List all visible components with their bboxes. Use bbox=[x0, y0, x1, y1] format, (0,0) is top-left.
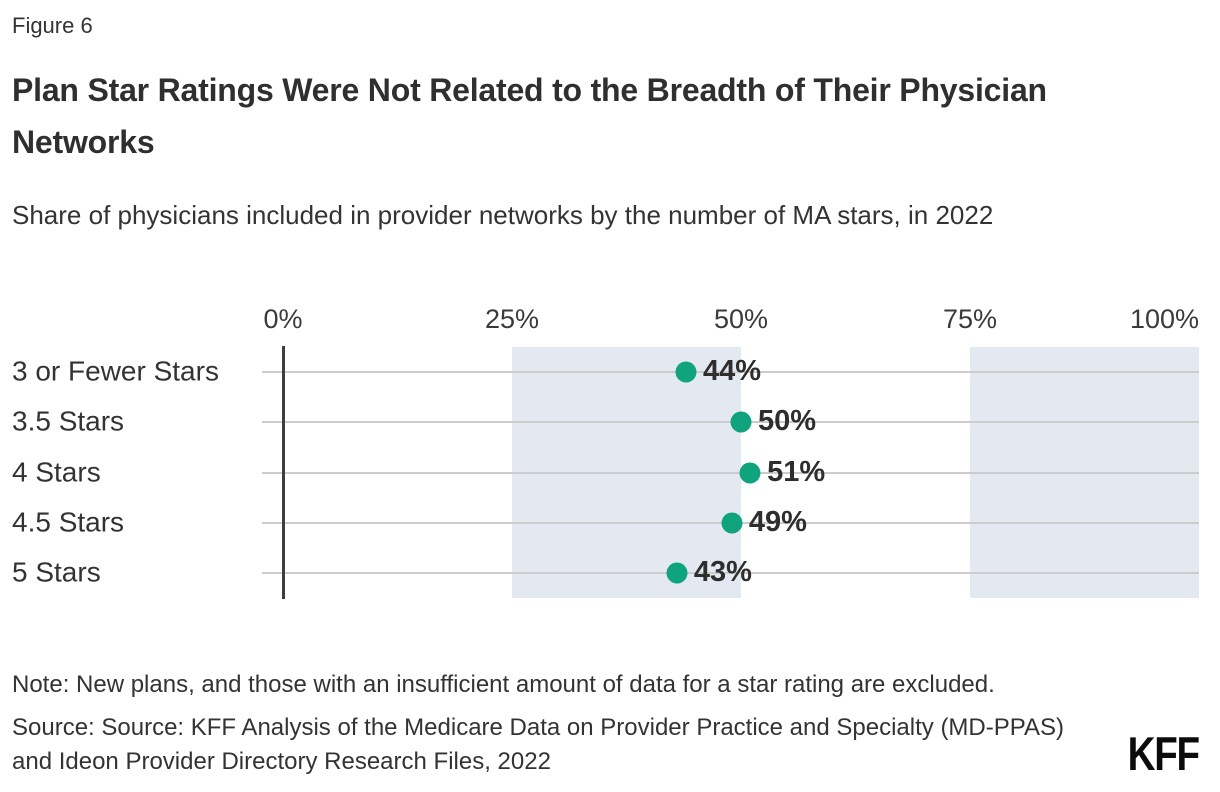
x-axis-tick-label: 100% bbox=[1129, 304, 1199, 334]
data-point-value-label: 44% bbox=[703, 354, 762, 387]
data-point-dot-3 bbox=[739, 462, 761, 483]
chart-title: Plan Star Ratings Were Not Related to th… bbox=[12, 72, 1047, 160]
category-label: 3 or Fewer Stars bbox=[12, 355, 219, 387]
chart-subtitle: Share of physicians included in provider… bbox=[12, 200, 994, 230]
data-point-value-label: 49% bbox=[748, 505, 807, 538]
kff-logo: KFF bbox=[1127, 727, 1200, 780]
x-axis-tick-label: 75% bbox=[942, 304, 998, 334]
gridline-row-5 bbox=[262, 571, 1199, 574]
plot-area: 44% 50% 51% 49% 43% bbox=[262, 346, 1199, 599]
y-axis-line bbox=[282, 346, 285, 599]
category-label: 3.5 Stars bbox=[12, 405, 125, 437]
data-point-value-label: 50% bbox=[758, 405, 817, 438]
data-point-dot-4 bbox=[721, 512, 743, 534]
x-axis-tick-labels: 0% 25% 50% 75% 100% bbox=[263, 304, 1199, 342]
note-text: Note: New plans, and those with an insuf… bbox=[12, 671, 995, 698]
category-label: 4.5 Stars bbox=[12, 506, 125, 538]
data-point-dot-2 bbox=[730, 411, 752, 433]
data-point-dot-5 bbox=[666, 562, 688, 584]
category-label: 5 Stars bbox=[12, 556, 101, 588]
source-text: Source: Source: KFF Analysis of the Medi… bbox=[12, 714, 1064, 775]
gridline-row-3 bbox=[262, 471, 1199, 474]
data-point-value-label: 43% bbox=[693, 555, 752, 588]
x-axis-tick-label: 50% bbox=[713, 304, 769, 334]
y-axis-category-labels: 3 or Fewer Stars 3.5 Stars 4 Stars 4.5 Star… bbox=[12, 347, 278, 598]
x-axis-tick-label: 0% bbox=[263, 304, 303, 334]
x-axis-tick-label: 25% bbox=[484, 304, 540, 334]
data-point-dot-1 bbox=[675, 361, 697, 383]
data-point-value-label: 51% bbox=[767, 455, 826, 488]
gridline-row-1 bbox=[262, 371, 1199, 374]
category-label: 4 Stars bbox=[12, 455, 101, 487]
figure-number-label: Figure 6 bbox=[12, 13, 93, 38]
